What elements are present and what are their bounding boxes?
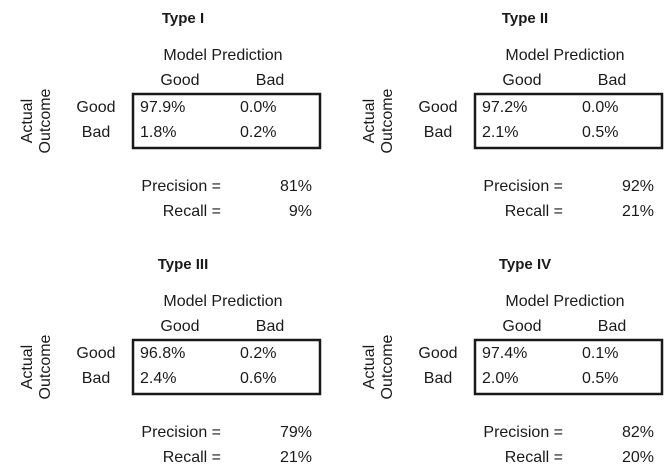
row-label: Good	[76, 99, 115, 116]
panel-title: Type I	[162, 10, 204, 27]
metric-label: Recall =	[505, 203, 563, 220]
row-label: Bad	[424, 370, 452, 387]
row-label: Bad	[82, 124, 110, 141]
row-header: Actual	[19, 345, 36, 389]
column-label: Good	[502, 72, 541, 89]
column-header: Model Prediction	[505, 47, 624, 64]
column-label: Bad	[598, 318, 626, 335]
column-label: Bad	[256, 318, 284, 335]
cell: 97.4%	[482, 345, 527, 362]
column-label: Good	[502, 318, 541, 335]
column-label: Good	[160, 318, 199, 335]
matrix-box	[131, 338, 322, 396]
column-header: Model Prediction	[505, 293, 624, 310]
cell: 2.1%	[482, 124, 518, 141]
column-label: Bad	[256, 72, 284, 89]
column-label: Good	[160, 72, 199, 89]
metric-value: 21%	[622, 203, 654, 220]
cell: 0.5%	[582, 124, 618, 141]
metric-label: Recall =	[163, 203, 221, 220]
row-header: Outcome	[37, 88, 54, 153]
row-header: Actual	[361, 99, 378, 143]
cell: 0.0%	[240, 99, 276, 116]
cell: 0.5%	[582, 370, 618, 387]
matrix-box	[473, 338, 664, 396]
metric-label: Precision =	[483, 178, 563, 195]
metric-label: Recall =	[163, 449, 221, 466]
row-label: Good	[76, 345, 115, 362]
metric-value: 92%	[622, 178, 654, 195]
cell: 0.6%	[240, 370, 276, 387]
row-header: Outcome	[37, 334, 54, 399]
panel-title: Type III	[158, 256, 209, 273]
metric-label: Recall =	[505, 449, 563, 466]
row-label: Good	[418, 345, 457, 362]
row-header: Actual	[19, 99, 36, 143]
cell: 0.1%	[582, 345, 618, 362]
panel-title: Type IV	[499, 256, 551, 273]
matrix-box	[473, 92, 664, 150]
metric-label: Precision =	[483, 424, 563, 441]
cell: 97.2%	[482, 99, 527, 116]
row-label: Good	[418, 99, 457, 116]
metric-value: 20%	[622, 449, 654, 466]
row-header: Actual	[361, 345, 378, 389]
row-header: Outcome	[379, 334, 396, 399]
cell: 0.2%	[240, 124, 276, 141]
cell: 2.0%	[482, 370, 518, 387]
column-header: Model Prediction	[163, 293, 282, 310]
cell: 2.4%	[140, 370, 176, 387]
cell: 96.8%	[140, 345, 185, 362]
row-header: Outcome	[379, 88, 396, 153]
metric-value: 21%	[280, 449, 312, 466]
row-label: Bad	[424, 124, 452, 141]
metric-label: Precision =	[141, 424, 221, 441]
cell: 0.2%	[240, 345, 276, 362]
metric-value: 9%	[289, 203, 312, 220]
matrix-box	[131, 92, 322, 150]
cell: 97.9%	[140, 99, 185, 116]
metric-value: 79%	[280, 424, 312, 441]
metric-value: 81%	[280, 178, 312, 195]
row-label: Bad	[82, 370, 110, 387]
cell: 0.0%	[582, 99, 618, 116]
metric-label: Precision =	[141, 178, 221, 195]
column-header: Model Prediction	[163, 47, 282, 64]
column-label: Bad	[598, 72, 626, 89]
panel-title: Type II	[502, 10, 548, 27]
cell: 1.8%	[140, 124, 176, 141]
metric-value: 82%	[622, 424, 654, 441]
